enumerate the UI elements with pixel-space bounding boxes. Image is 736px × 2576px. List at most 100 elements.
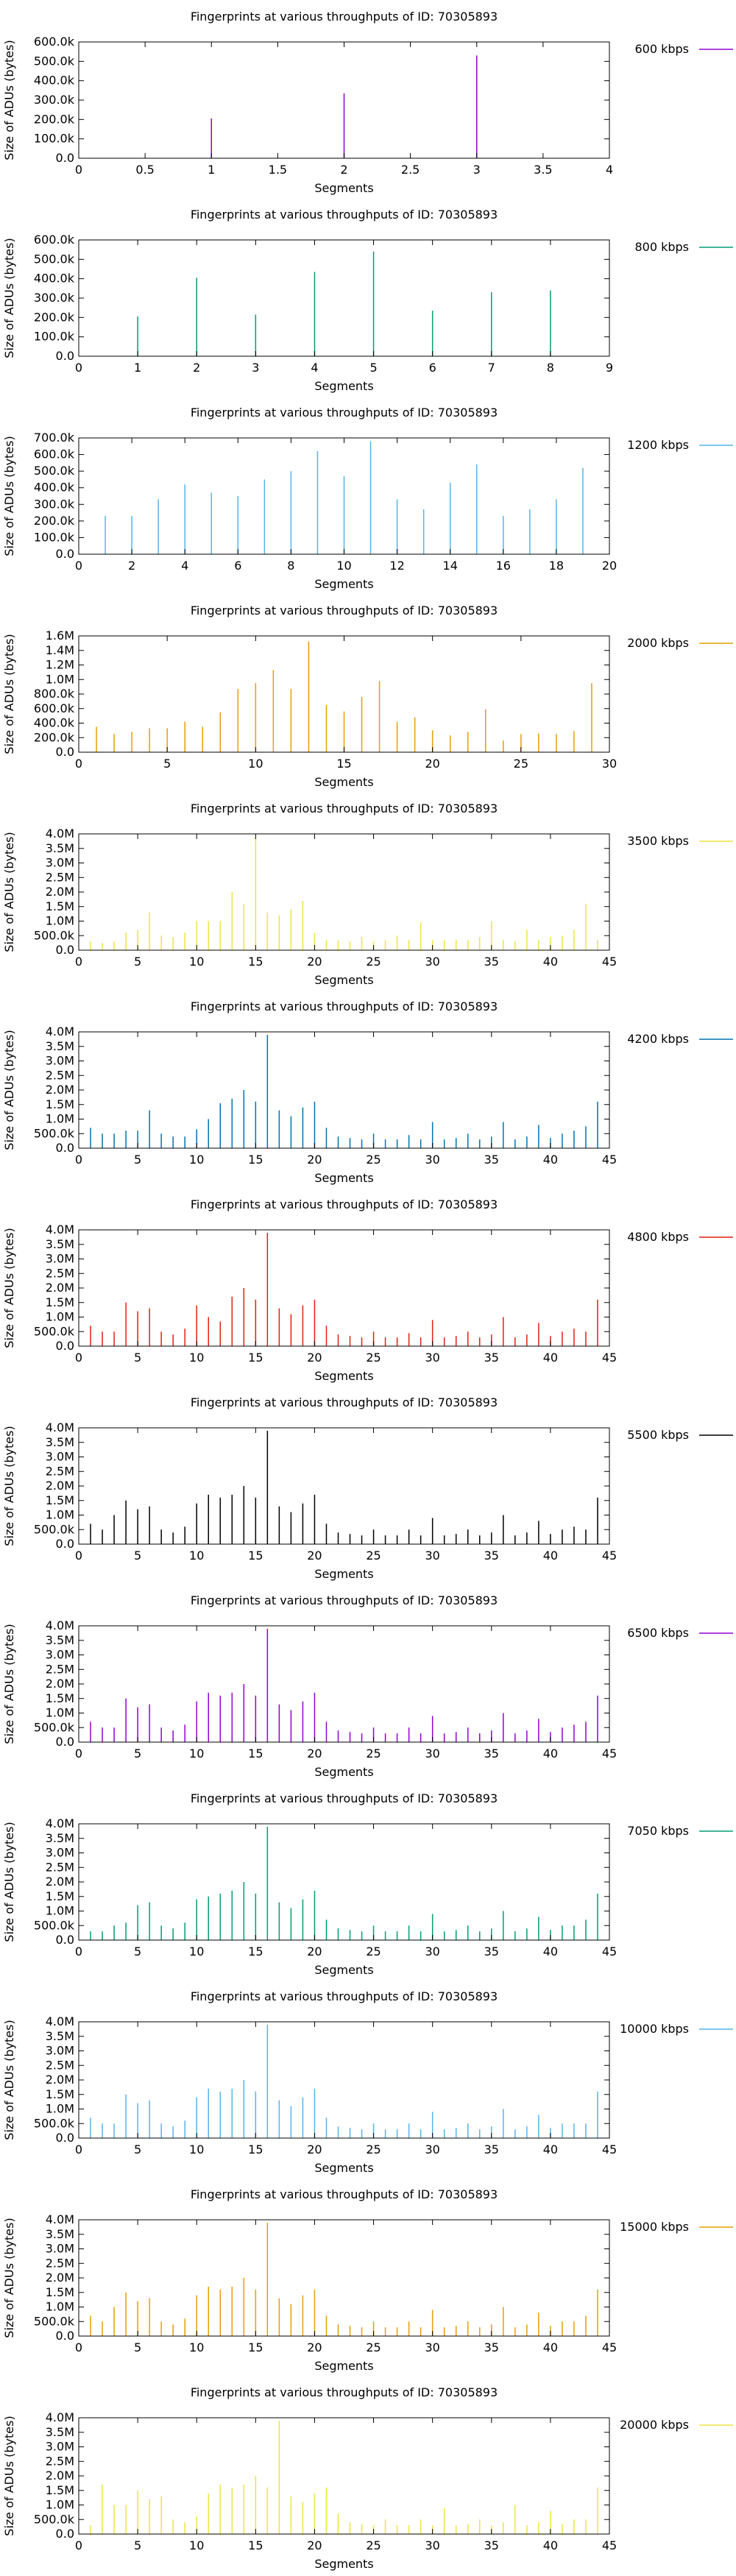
- x-tick-label: 15: [248, 2538, 263, 2552]
- y-axis-label: Size of ADUs (bytes): [2, 1426, 16, 1546]
- y-tick-label: 2.5M: [46, 2256, 74, 2270]
- y-axis-label: Size of ADUs (bytes): [2, 40, 16, 160]
- x-tick-label: 35: [484, 1747, 499, 1761]
- plot-frame: [78, 2417, 610, 2535]
- x-tick-label: 10: [189, 2538, 204, 2552]
- chart-title: Fingerprints at various throughputs of I…: [191, 2187, 498, 2201]
- x-tick-label: 35: [484, 1153, 499, 1167]
- x-axis-label: Segments: [314, 1171, 373, 1185]
- y-tick-label: 4.0M: [46, 1618, 74, 1632]
- y-tick-label: 1.0M: [46, 1112, 74, 1126]
- y-tick-label: 3.0M: [46, 2044, 74, 2058]
- y-tick-label: 2.0M: [46, 2271, 74, 2285]
- y-tick-label: 200.0k: [34, 514, 75, 528]
- y-tick-label: 3.5M: [46, 2029, 74, 2043]
- y-tick-label: 4.0M: [46, 1222, 74, 1236]
- y-tick-label: 100.0k: [34, 132, 75, 146]
- y-tick-label: 1.5M: [46, 1295, 74, 1309]
- plot-frame: [78, 2021, 610, 2139]
- chart-panel: Fingerprints at various throughputs of I…: [2, 604, 733, 789]
- x-tick-label: 0: [75, 955, 82, 969]
- legend-label: 5500 kbps: [627, 1428, 689, 1442]
- y-tick-label: 300.0k: [34, 93, 75, 107]
- y-tick-label: 1.2M: [46, 658, 74, 672]
- y-tick-label: 2.0M: [46, 1281, 74, 1295]
- y-tick-label: 300.0k: [34, 497, 75, 511]
- x-tick-label: 20: [307, 2538, 322, 2552]
- x-tick-label: 3: [473, 163, 481, 177]
- x-tick-label: 14: [443, 559, 458, 573]
- y-tick-label: 200.0k: [34, 310, 75, 324]
- y-tick-label: 3.0M: [46, 1252, 74, 1266]
- x-tick-label: 10: [189, 1351, 204, 1365]
- y-tick-label: 0.0: [56, 745, 74, 759]
- y-tick-label: 500.0k: [34, 1126, 75, 1140]
- x-tick-label: 5: [134, 1153, 141, 1167]
- y-tick-label: 3.0M: [46, 2440, 74, 2454]
- y-tick-label: 2.5M: [46, 1662, 74, 1676]
- legend-label: 4200 kbps: [627, 1032, 689, 1046]
- y-tick-label: 400.0k: [34, 716, 75, 730]
- x-axis-label: Segments: [314, 379, 373, 393]
- x-tick-label: 30: [425, 2340, 439, 2354]
- y-tick-label: 500.0k: [34, 2314, 75, 2328]
- x-tick-label: 45: [602, 2142, 617, 2156]
- chart-panel: Fingerprints at various throughputs of I…: [2, 1593, 733, 1779]
- y-tick-label: 3.0M: [46, 2242, 74, 2256]
- x-tick-label: 10: [336, 559, 351, 573]
- plot-frame: [78, 1427, 610, 1545]
- chart-panel: Fingerprints at various throughputs of I…: [2, 802, 733, 987]
- y-tick-label: 4.0M: [46, 2212, 74, 2226]
- plot-frame: [78, 1031, 610, 1149]
- y-axis-label: Size of ADUs (bytes): [2, 1822, 16, 1942]
- y-tick-label: 100.0k: [34, 530, 75, 544]
- y-tick-label: 500.0k: [34, 464, 75, 478]
- y-tick-label: 600.0k: [34, 701, 75, 715]
- x-tick-label: 5: [134, 2538, 141, 2552]
- legend-label: 15000 kbps: [620, 2220, 689, 2234]
- y-tick-label: 0.0: [56, 2329, 74, 2343]
- legend-label: 20000 kbps: [620, 2418, 689, 2432]
- y-tick-label: 500.0k: [34, 1720, 75, 1734]
- y-tick-label: 1.4M: [46, 643, 74, 657]
- x-tick-label: 20: [307, 1351, 322, 1365]
- legend-label: 800 kbps: [634, 240, 689, 254]
- x-tick-label: 15: [248, 1351, 263, 1365]
- chart-title: Fingerprints at various throughputs of I…: [191, 1395, 498, 1409]
- y-tick-label: 2.5M: [46, 2454, 74, 2468]
- y-tick-label: 0.0: [56, 1735, 74, 1749]
- x-tick-label: 25: [366, 1153, 381, 1167]
- y-tick-label: 2.5M: [46, 1464, 74, 1478]
- plot-frame: [78, 833, 610, 951]
- x-tick-label: 0: [75, 361, 82, 375]
- x-axis-label: Segments: [314, 1963, 373, 1977]
- x-axis-label: Segments: [314, 577, 373, 591]
- x-tick-label: 30: [425, 1945, 439, 1958]
- x-tick-label: 0: [75, 1747, 82, 1761]
- x-tick-label: 45: [602, 1945, 617, 1958]
- x-axis-label: Segments: [314, 1567, 373, 1581]
- x-tick-label: 15: [248, 1549, 263, 1563]
- x-tick-label: 40: [543, 1153, 558, 1167]
- y-axis-label: Size of ADUs (bytes): [2, 2218, 16, 2338]
- y-tick-label: 2.0M: [46, 1677, 74, 1691]
- y-tick-label: 2.0M: [46, 1479, 74, 1493]
- chart-title: Fingerprints at various throughputs of I…: [191, 999, 498, 1013]
- chart-title: Fingerprints at various throughputs of I…: [191, 802, 498, 815]
- x-tick-label: 10: [189, 955, 204, 969]
- chart-title: Fingerprints at various throughputs of I…: [191, 208, 498, 222]
- y-tick-label: 0.0: [56, 349, 74, 363]
- y-tick-label: 3.5M: [46, 841, 74, 855]
- x-tick-label: 8: [547, 361, 554, 375]
- x-tick-label: 10: [189, 1747, 204, 1761]
- x-tick-label: 40: [543, 1351, 558, 1365]
- chart-panel: Fingerprints at various throughputs of I…: [2, 1989, 733, 2175]
- x-axis-label: Segments: [314, 1369, 373, 1383]
- y-axis-label: Size of ADUs (bytes): [2, 1624, 16, 1744]
- x-tick-label: 0: [75, 1351, 82, 1365]
- chart-panel: Fingerprints at various throughputs of I…: [2, 2187, 733, 2373]
- y-tick-label: 1.5M: [46, 2087, 74, 2101]
- y-tick-label: 3.0M: [46, 1846, 74, 1860]
- y-tick-label: 2.0M: [46, 1875, 74, 1889]
- y-tick-label: 600.0k: [34, 35, 75, 49]
